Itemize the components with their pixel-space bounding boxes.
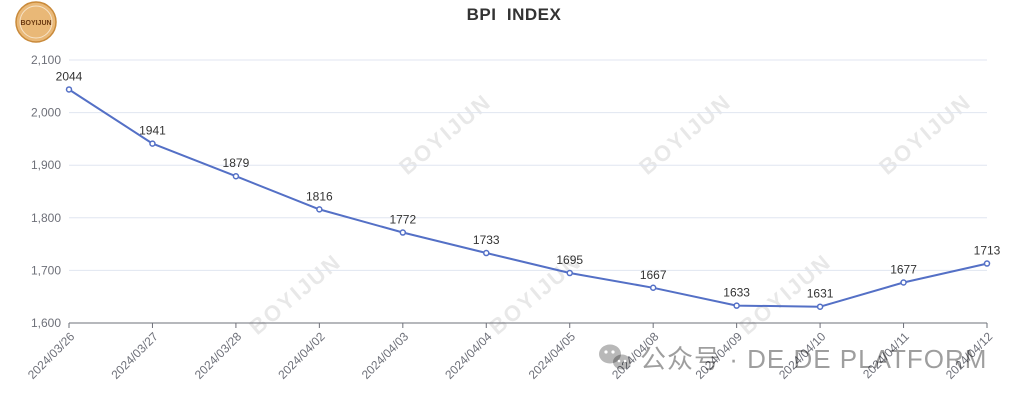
data-label: 1941 <box>139 124 166 138</box>
watermark-layer: BOYIJUNBOYIJUNBOYIJUNBOYIJUNBOYIJUNBOYIJ… <box>244 89 976 340</box>
data-label: 1631 <box>807 287 834 301</box>
x-tick-label: 2024/03/28 <box>192 329 245 382</box>
data-label: 2044 <box>56 69 83 83</box>
x-tick-label: 2024/04/05 <box>526 329 579 382</box>
data-label: 1733 <box>473 233 500 247</box>
data-point[interactable] <box>316 206 323 213</box>
series-line <box>68 88 988 308</box>
x-tick-label: 2024/04/03 <box>359 329 412 382</box>
x-tick-label: 2024/04/04 <box>442 329 495 382</box>
data-point[interactable] <box>399 229 407 236</box>
data-point[interactable] <box>149 140 156 147</box>
boyijun-logo: BOYIJUN <box>15 1 57 43</box>
data-point[interactable] <box>733 302 740 309</box>
y-tick-label: 2,100 <box>31 53 61 67</box>
y-tick-label: 1,800 <box>31 211 61 225</box>
data-point[interactable] <box>649 284 657 292</box>
grid-lines <box>69 59 987 271</box>
wechat-icon <box>599 344 631 370</box>
footer-watermark: 公众号 · DE DE PLATFORM <box>599 344 987 374</box>
data-point[interactable] <box>566 269 573 277</box>
data-point[interactable] <box>816 303 824 310</box>
data-label: 1633 <box>723 286 750 300</box>
data-points <box>65 86 991 310</box>
data-point[interactable] <box>900 279 907 286</box>
chart-title: BPI INDEX <box>467 5 562 24</box>
data-labels: 2044 1941 1879 1816 1772 1733 1695 1667 1633 1631… <box>56 69 1001 300</box>
footer-text: 公众号 · DE DE PLATFORM <box>640 344 987 374</box>
x-tick-label: 2024/03/26 <box>25 329 78 382</box>
data-label: 1695 <box>556 253 583 267</box>
watermark-text: BOYIJUN <box>634 89 736 180</box>
y-tick-label: 1,600 <box>31 316 61 330</box>
watermark-text: BOYIJUN <box>394 89 496 180</box>
data-label: 1677 <box>890 262 917 276</box>
data-point[interactable] <box>483 249 490 257</box>
y-tick-label: 1,700 <box>31 263 61 277</box>
data-label: 1879 <box>223 156 250 170</box>
data-label: 1772 <box>389 213 416 227</box>
y-tick-label: 2,000 <box>31 106 61 120</box>
y-axis: 1,600 1,700 1,800 1,900 2,000 2,100 <box>31 53 61 330</box>
data-label: 1816 <box>306 189 333 203</box>
x-tick-label: 2024/03/27 <box>108 329 161 382</box>
series-line-group <box>68 88 988 308</box>
watermark-text: BOYIJUN <box>244 249 346 340</box>
data-point[interactable] <box>232 172 240 180</box>
x-tick-label: 2024/04/02 <box>275 329 328 382</box>
data-label: 1713 <box>974 244 1001 258</box>
watermark-text: BOYIJUN <box>874 89 976 180</box>
y-tick-label: 1,900 <box>31 158 61 172</box>
data-label: 1667 <box>640 268 667 282</box>
logo-text: BOYIJUN <box>20 20 51 27</box>
data-point[interactable] <box>983 260 991 267</box>
data-point[interactable] <box>65 86 73 93</box>
